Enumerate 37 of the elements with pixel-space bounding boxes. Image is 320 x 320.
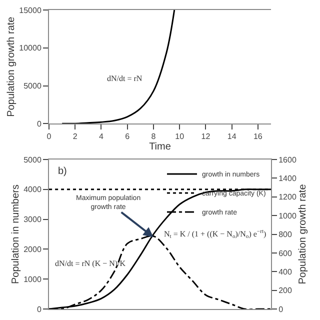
y2-tick-label: 1400 [278, 174, 297, 183]
text: N$_{t}$ = K / (1 + ((K − N$_{o}$)/N$_{o}$) e$^{−rt}$) [164, 229, 266, 240]
y-tick-label: 4000 [24, 185, 42, 194]
y-tick-label: 2000 [24, 245, 42, 254]
y2-tick-label: 1600 [278, 155, 297, 164]
annotation: dN/dt = rN [107, 74, 142, 83]
x-tick-label: 4 [99, 132, 104, 142]
y2-tick-label: 200 [278, 286, 292, 296]
y-axis-title: Population growth rate [6, 16, 18, 117]
y-tick-label: 0 [36, 304, 42, 314]
annotation: b) [58, 166, 67, 177]
y2-tick-label: 400 [278, 267, 292, 276]
x-tick-label: 0 [46, 132, 52, 142]
y2-tick-label: 600 [278, 248, 292, 258]
x-tick-label: 8 [151, 132, 156, 142]
y2-tick-label: 0 [278, 304, 284, 314]
y-tick-label: 5000 [24, 82, 42, 91]
y-tick-label: 0 [36, 119, 42, 128]
annotation: dN/dt = rN (K − N)/K [55, 259, 126, 268]
x-tick-label: 6 [125, 132, 130, 142]
y-tick-label: 5000 [24, 155, 42, 164]
x-tick-label: 14 [227, 132, 237, 142]
x-tick-label: 12 [201, 132, 211, 142]
y2-tick-label: 800 [278, 230, 292, 240]
x-tick-label: 10 [175, 132, 185, 142]
x-axis-title: Time [149, 142, 172, 153]
y2-axis-title: Population growth rate [297, 184, 308, 284]
y-tick-label: 1000 [24, 274, 42, 284]
line-series [61, 10, 176, 124]
x-tick-label: 2 [72, 132, 78, 142]
y2-tick-label: 1200 [278, 192, 297, 202]
y-axis-title: Population in numbers [10, 184, 22, 284]
y-tick-label: 3000 [24, 215, 42, 224]
y-tick-label: 10000 [19, 44, 42, 53]
y-tick-label: 15000 [19, 6, 42, 15]
y2-tick-label: 1000 [278, 211, 297, 220]
x-tick-label: 16 [253, 132, 263, 142]
